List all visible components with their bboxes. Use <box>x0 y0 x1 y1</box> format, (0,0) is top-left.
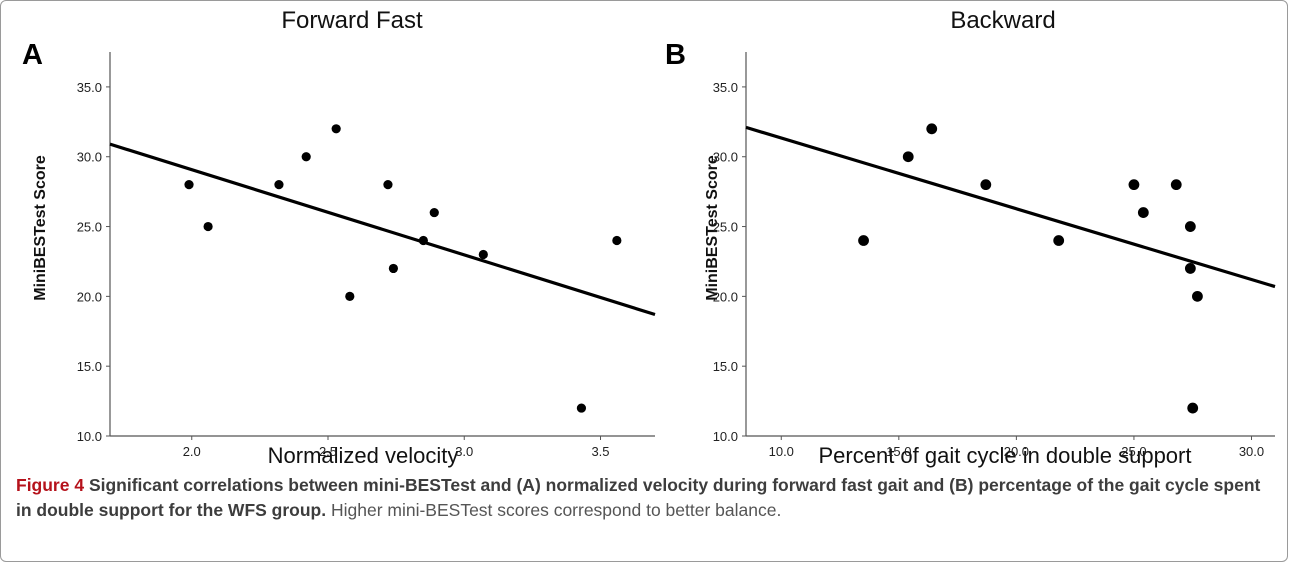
y-tick-label: 10.0 <box>713 429 738 444</box>
x-tick-label: 10.0 <box>769 444 794 459</box>
y-tick-label: 15.0 <box>77 359 102 374</box>
data-point <box>1184 263 1196 274</box>
fit-line <box>109 142 656 317</box>
data-point <box>926 123 938 135</box>
x-tick-label: 2.5 <box>319 444 337 459</box>
data-point <box>1137 207 1149 218</box>
data-point <box>388 263 398 274</box>
data-marks <box>745 123 1276 414</box>
caption-bold-text: Significant correlations between mini-BE… <box>16 475 1261 520</box>
chart-title: Forward Fast <box>281 7 423 34</box>
x-tick-label: 2.0 <box>183 444 201 459</box>
x-axis-label: Normalized velocity <box>268 443 459 468</box>
y-tick-label: 35.0 <box>713 80 738 95</box>
data-point <box>331 124 341 134</box>
data-point <box>1053 235 1065 246</box>
tick-group: 10.0 15.0 20.0 25.0 30.0 35.0 2.0 2.5 3.0 3.5 <box>77 80 610 459</box>
y-tick-label: 10.0 <box>77 429 102 444</box>
data-point <box>902 151 914 163</box>
data-point <box>203 221 213 232</box>
x-axis-label: Percent of gait cycle in double support <box>818 443 1191 468</box>
data-point <box>858 235 869 246</box>
caption-text: Higher mini-BESTest scores correspond to… <box>330 500 782 520</box>
panel-label: A <box>22 39 43 71</box>
y-tick-label: 25.0 <box>713 220 738 235</box>
tick-group: 10.0 15.0 20.0 25.0 30.0 35.0 10.0 15.0 20.0 25.0… <box>713 80 1264 459</box>
y-tick-label: 35.0 <box>77 80 102 95</box>
chart-title: Backward <box>950 7 1055 34</box>
figure-caption: Figure 4 Significant correlations betwee… <box>16 473 1271 523</box>
figure-charts: A Forward Fast MiniBESTest Score Normali… <box>22 7 1276 468</box>
y-tick-label: 25.0 <box>77 220 102 235</box>
y-tick-label: 20.0 <box>713 289 738 304</box>
data-marks <box>109 124 656 413</box>
fit-line <box>745 125 1276 289</box>
data-point <box>274 180 284 190</box>
y-tick-label: 15.0 <box>713 359 738 374</box>
x-tick-label: 3.0 <box>455 444 473 459</box>
y-tick-label: 30.0 <box>713 150 738 165</box>
data-point <box>184 180 194 190</box>
data-point <box>418 235 428 246</box>
data-point <box>1184 221 1196 232</box>
panel-label: B <box>665 39 686 71</box>
x-tick-label: 25.0 <box>1121 444 1146 459</box>
x-tick-label: 20.0 <box>1004 444 1029 459</box>
data-point <box>1128 179 1140 191</box>
data-point <box>345 291 355 301</box>
x-tick-label: 15.0 <box>886 444 911 459</box>
y-tick-label: 20.0 <box>77 289 102 304</box>
data-point <box>576 403 587 413</box>
data-point <box>429 207 439 218</box>
data-point <box>980 179 992 191</box>
y-axis-label: MiniBESTest Score <box>32 155 49 301</box>
data-point <box>301 152 311 162</box>
data-point <box>383 180 393 190</box>
panel-a: A Forward Fast MiniBESTest Score Normali… <box>22 7 656 468</box>
data-point <box>1170 179 1182 191</box>
data-point <box>612 235 622 246</box>
y-axis-label: MiniBESTest Score <box>704 155 721 301</box>
y-tick-label: 30.0 <box>77 150 102 165</box>
caption-label: Figure 4 <box>16 475 85 495</box>
data-point <box>1187 402 1199 414</box>
panel-b: B Backward MiniBESTest Score Percent of … <box>665 7 1276 468</box>
data-point <box>1192 290 1203 302</box>
data-point <box>478 249 488 260</box>
x-tick-label: 3.5 <box>591 444 609 459</box>
x-tick-label: 30.0 <box>1239 444 1264 459</box>
